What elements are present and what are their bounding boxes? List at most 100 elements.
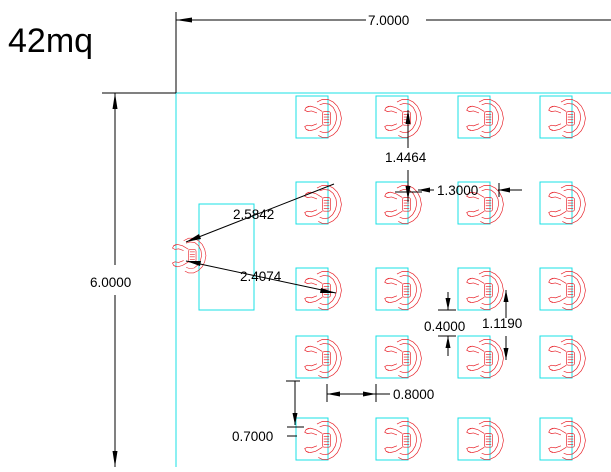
seat-frame — [539, 267, 573, 311]
col-gap-arrowhead-right — [498, 187, 510, 193]
diagonal-upper-label: 2.5842 — [233, 207, 274, 222]
width-arrowhead — [176, 17, 192, 23]
seat-grid — [295, 95, 586, 461]
seat-unit — [539, 181, 586, 225]
seat-symbol-icon — [466, 271, 504, 310]
seat-symbol-icon — [304, 185, 342, 224]
seat-frame — [295, 95, 329, 139]
seat-symbol-icon — [304, 339, 342, 378]
overall-width-dimension: 7.0000 — [175, 12, 611, 93]
seat-frame — [375, 95, 409, 139]
seat-unit — [539, 95, 586, 139]
seat-frame — [375, 181, 409, 225]
seat-symbol-icon — [304, 99, 342, 138]
row-pitch-arrowhead-bottom — [405, 186, 411, 200]
diagonal-lower-line — [185, 260, 337, 294]
aisle-arrowhead-right — [363, 391, 376, 397]
overall-width-label: 7.0000 — [368, 13, 409, 28]
aisle-width-dimension: 0.8000 — [326, 384, 434, 402]
diagonal-lower-arrowhead-end — [320, 288, 336, 293]
seat-unit — [375, 417, 422, 461]
seat-unit — [375, 335, 422, 379]
seat-frame — [539, 95, 573, 139]
drawing-title: 42mq — [8, 22, 93, 60]
seat-unit — [375, 267, 422, 311]
seat-unit — [295, 95, 342, 139]
seat-symbol-icon — [384, 339, 422, 378]
seat-symbol-icon — [384, 99, 422, 138]
row-pitch-dimension: 1.4464 — [385, 110, 427, 202]
seat-unit — [539, 335, 586, 379]
seat-symbol-icon — [384, 421, 422, 460]
diagonal-dimensions: 2.5842 2.4074 — [185, 183, 337, 294]
height-arrowhead-top — [112, 93, 118, 109]
seat-unit — [295, 181, 342, 225]
seat-frame — [457, 335, 491, 379]
seat-symbol-icon — [548, 421, 586, 460]
left-seat-symbol — [172, 237, 207, 274]
seat-symbol-icon — [466, 99, 504, 138]
seat-unit — [457, 417, 504, 461]
seat-symbol-icon — [548, 99, 586, 138]
seat-unit — [295, 335, 342, 379]
aisle-width-label: 0.8000 — [393, 387, 434, 402]
seat-frame — [375, 417, 409, 461]
column-gap-dimension: 1.3000 — [418, 183, 522, 198]
col-gap-arrowhead-left — [418, 187, 430, 193]
diagonal-upper-line — [185, 183, 335, 243]
vertical-gap-dimension: 0.4000 — [424, 292, 465, 356]
seat-symbol-icon — [304, 421, 342, 460]
col-gap-label: 1.3000 — [437, 183, 478, 198]
overall-height-label: 6.0000 — [90, 275, 131, 290]
left-seat-frame — [198, 203, 255, 311]
row-pitch-arrowhead-top — [405, 110, 411, 124]
bottom-gap-label: 0.7000 — [232, 429, 273, 444]
vgap-arrowhead-bottom — [445, 336, 451, 348]
seat-unit — [457, 267, 504, 311]
seat-offset-label: 1.1190 — [482, 316, 522, 331]
row-pitch-label: 1.4464 — [385, 150, 427, 165]
seat-symbol-icon — [384, 271, 422, 310]
seat-frame — [539, 417, 573, 461]
seat-unit — [375, 95, 422, 139]
offset-arrowhead-bottom — [503, 348, 509, 360]
seat-symbol-icon — [466, 421, 504, 460]
offset-arrowhead-top — [503, 290, 509, 302]
seat-unit — [457, 95, 504, 139]
seat-unit — [457, 181, 504, 225]
seat-symbol-icon — [548, 185, 586, 224]
left-seat-group — [172, 203, 255, 311]
diagonal-lower-arrowhead — [186, 261, 201, 266]
seat-unit — [457, 335, 504, 379]
vgap-arrowhead-top — [445, 298, 451, 310]
seat-symbol-icon — [548, 339, 586, 378]
seat-frame — [295, 335, 329, 379]
seat-frame — [375, 267, 409, 311]
seat-unit — [375, 181, 422, 225]
overall-height-dimension: 6.0000 — [90, 92, 176, 467]
bgap-arrowhead — [292, 413, 298, 425]
diagonal-lower-label: 2.4074 — [240, 269, 282, 284]
diagonal-upper-arrowhead — [186, 234, 201, 242]
seat-unit — [295, 267, 342, 311]
vertical-gap-label: 0.4000 — [424, 319, 465, 334]
seat-symbol-icon — [548, 271, 586, 310]
seat-frame — [457, 267, 491, 311]
seat-unit — [539, 417, 586, 461]
seat-frame — [539, 335, 573, 379]
seat-offset-dimension: 1.1190 — [482, 290, 522, 360]
room-outline — [175, 92, 611, 467]
seat-frame — [539, 181, 573, 225]
seat-unit — [295, 417, 342, 461]
seat-symbol-icon — [384, 185, 422, 224]
seat-unit — [539, 267, 586, 311]
height-arrowhead-bottom — [112, 451, 118, 467]
aisle-arrowhead-left — [327, 391, 340, 397]
seat-frame — [457, 95, 491, 139]
seat-symbol-icon — [466, 339, 504, 378]
seat-frame — [295, 417, 329, 461]
seat-frame — [457, 417, 491, 461]
seat-frame — [375, 335, 409, 379]
